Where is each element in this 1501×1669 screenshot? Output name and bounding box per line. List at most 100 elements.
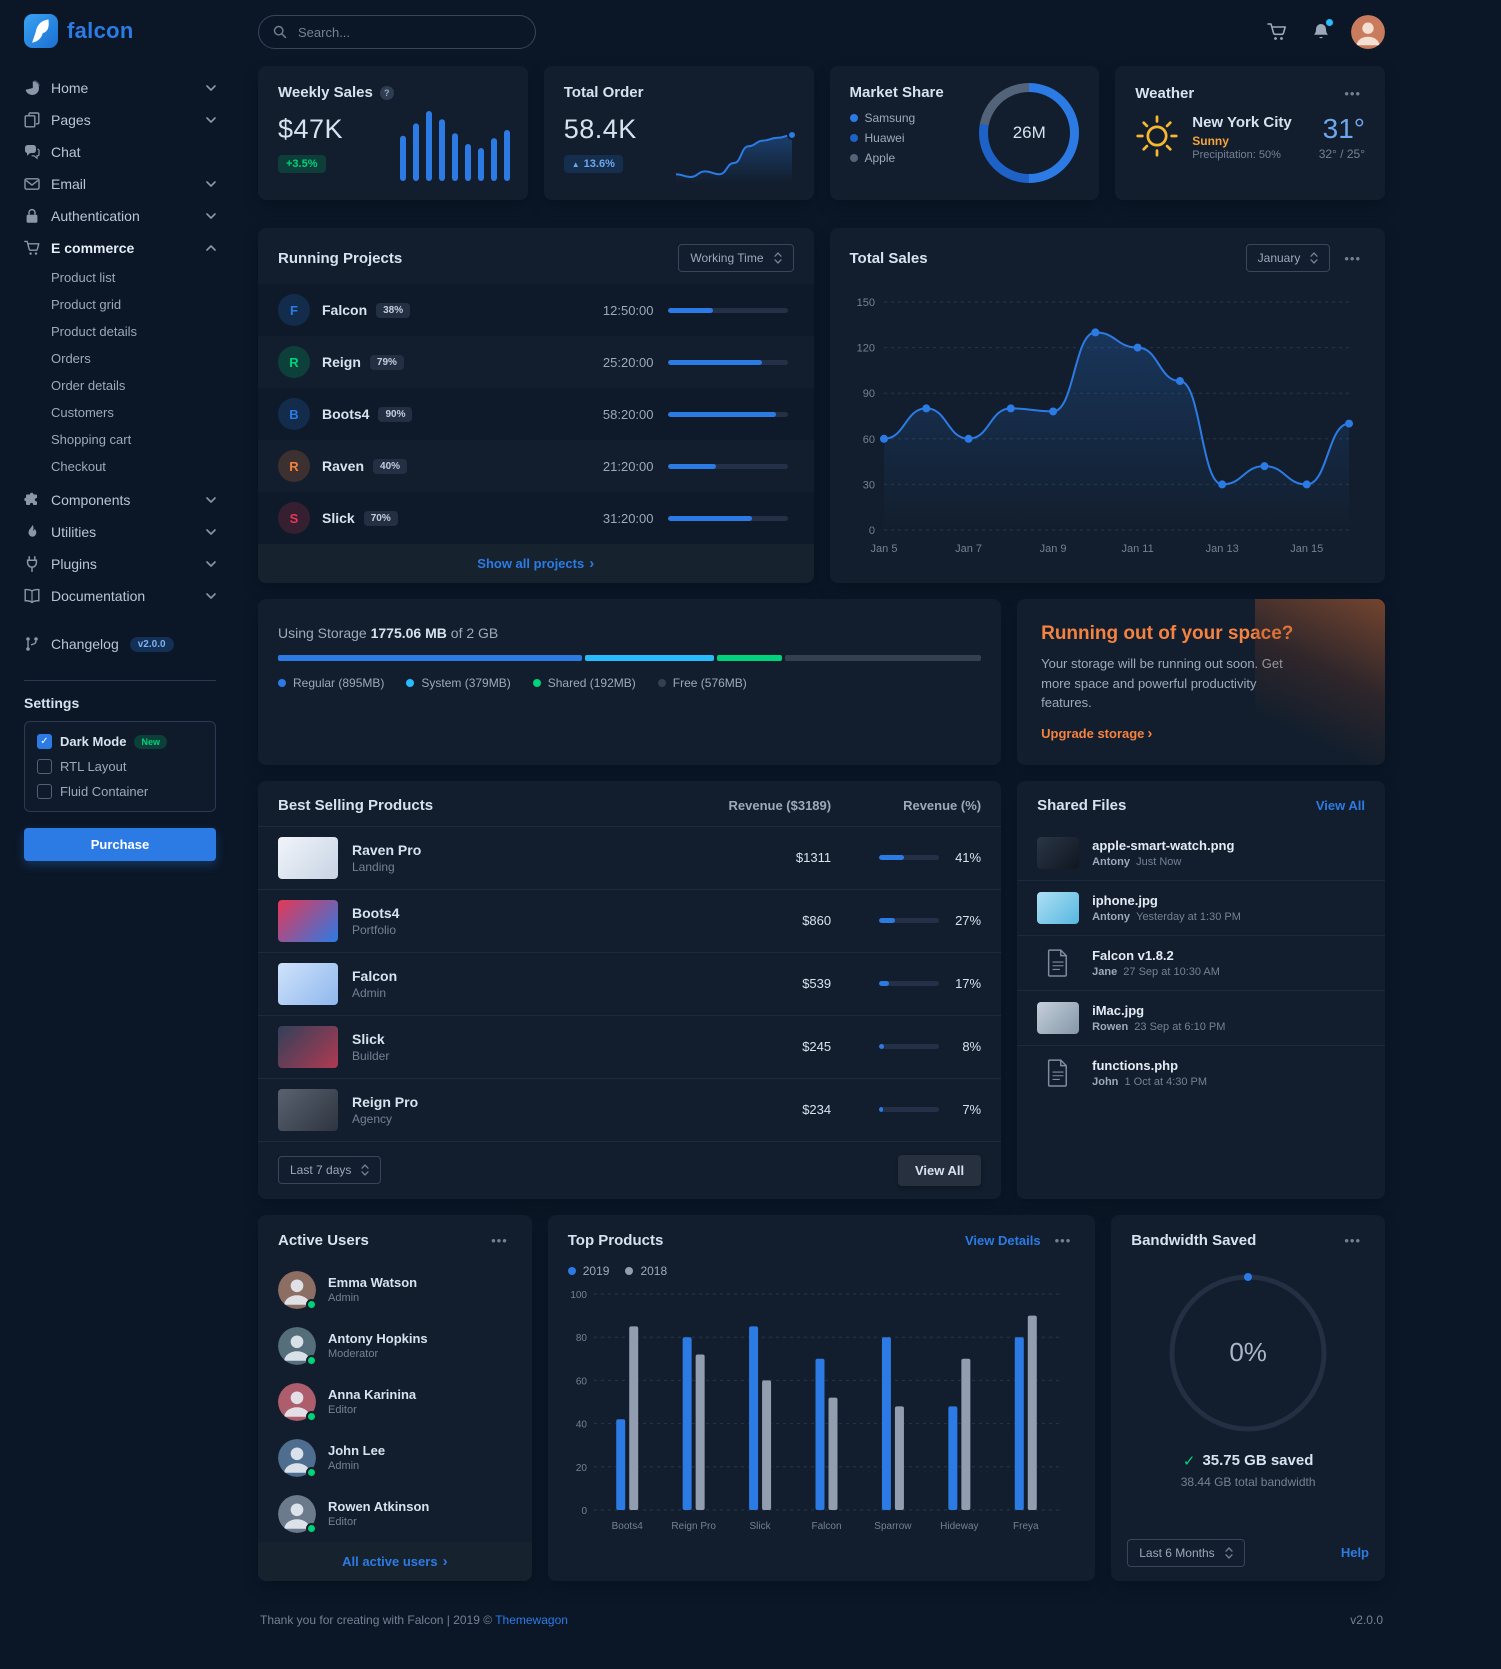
project-percent-badge: 70%	[363, 510, 398, 526]
sidebar-item-chat[interactable]: Chat	[24, 136, 216, 168]
product-name-link[interactable]: Slick	[352, 1030, 385, 1047]
sidebar-item-pages[interactable]: Pages	[24, 104, 216, 136]
sidebar-nav: Home Pages Chat Email Authentication E commer…	[24, 72, 216, 612]
help-link[interactable]: Help	[1340, 1545, 1369, 1560]
product-category-link[interactable]: Admin	[352, 985, 387, 1000]
file-name-link[interactable]: iphone.jpg	[1092, 892, 1158, 908]
settings-title: Settings	[24, 695, 80, 711]
card-menu-button[interactable]	[1340, 1231, 1365, 1250]
sidebar-subitem-orders[interactable]: Orders	[51, 351, 91, 366]
user-name-link[interactable]: John Lee	[328, 1443, 386, 1458]
sidebar-submenu: Product list Product grid Product details O…	[24, 264, 216, 480]
project-name-link[interactable]: Slick	[322, 510, 355, 526]
user-avatar[interactable]	[278, 1438, 317, 1478]
sidebar-subitem-product-list[interactable]: Product list	[51, 270, 116, 285]
show-all-projects-link[interactable]: Show all projects	[258, 544, 814, 583]
sidebar-subitem-product-grid[interactable]: Product grid	[51, 297, 122, 312]
card-title: Running Projects	[278, 249, 403, 267]
user-name-link[interactable]: Rowen Atkinson	[328, 1499, 430, 1514]
months-select[interactable]: Last 6 Months	[1127, 1538, 1245, 1567]
cart-button[interactable]	[1263, 18, 1291, 46]
product-category-link[interactable]: Portfolio	[352, 922, 397, 937]
notifications-button[interactable]	[1307, 18, 1335, 46]
view-all-button[interactable]: View All	[897, 1154, 982, 1186]
sidebar-item-authentication[interactable]: Authentication	[24, 200, 216, 232]
setting-fluid-container[interactable]: Fluid Container	[37, 784, 203, 799]
purchase-button[interactable]: Purchase	[24, 828, 216, 861]
legend-item-2019[interactable]: 2019	[567, 1264, 609, 1278]
project-progress-bar	[667, 307, 788, 313]
product-name-link[interactable]: Falcon	[352, 967, 398, 984]
sidebar-subitem-product-details[interactable]: Product details	[51, 324, 137, 339]
product-name-link[interactable]: Raven Pro	[352, 841, 422, 858]
upgrade-storage-link[interactable]: Upgrade storage	[1041, 726, 1152, 741]
sidebar-subitem-shopping-cart[interactable]: Shopping cart	[51, 432, 132, 447]
all-active-users-link[interactable]: All active users	[258, 1541, 532, 1581]
user-avatar[interactable]	[278, 1382, 317, 1422]
project-row: R Reign 79% 25:20:00	[258, 336, 814, 388]
sidebar-item-home[interactable]: Home	[24, 72, 216, 104]
product-category-link[interactable]: Landing	[352, 859, 395, 874]
card-menu-button[interactable]	[487, 1231, 512, 1250]
sidebar-item-plugins[interactable]: Plugins	[24, 548, 216, 580]
main-content: Weekly Sales $47K +3.5% Total Order 58.4…	[240, 0, 1501, 1669]
product-category-link[interactable]: Builder	[352, 1048, 390, 1063]
sidebar-item-documentation[interactable]: Documentation	[24, 580, 216, 612]
product-name-link[interactable]: Reign Pro	[352, 1093, 419, 1110]
brand[interactable]: falcon	[24, 14, 216, 48]
sidebar-item-email[interactable]: Email	[24, 168, 216, 200]
user-role: Admin	[328, 1292, 360, 1304]
project-name-link[interactable]: Boots4	[322, 406, 370, 422]
sidebar-subitem-checkout[interactable]: Checkout	[51, 459, 106, 474]
info-icon[interactable]	[379, 85, 394, 100]
month-select[interactable]: January	[1245, 244, 1331, 272]
project-name-link[interactable]: Raven	[322, 458, 365, 474]
file-row: Falcon v1.8.2 Jane 27 Sep at 10:30 AM	[1017, 934, 1385, 990]
project-progress-bar	[667, 463, 788, 469]
user-avatar[interactable]	[278, 1270, 317, 1310]
sidebar-item-utilities[interactable]: Utilities	[24, 516, 216, 548]
project-name-link[interactable]: Falcon	[322, 302, 368, 318]
lock-icon	[24, 208, 40, 224]
sidebar-item-e-commerce[interactable]: E commerce	[24, 232, 216, 264]
legend-item-2018[interactable]: 2018	[625, 1264, 667, 1278]
sidebar-item-components[interactable]: Components	[24, 484, 216, 516]
file-name-link[interactable]: functions.php	[1092, 1057, 1179, 1073]
profile-avatar[interactable]	[1351, 15, 1385, 49]
column-header-percent: Revenue (%)	[903, 797, 982, 813]
file-name-link[interactable]: apple-smart-watch.png	[1092, 837, 1235, 853]
user-avatar[interactable]	[278, 1494, 317, 1534]
product-category-link[interactable]: Agency	[352, 1111, 393, 1126]
sidebar-item-changelog[interactable]: Changelog v2.0.0	[24, 628, 216, 660]
view-all-files-link[interactable]: View All	[1315, 797, 1365, 813]
product-thumbnail	[278, 1088, 338, 1131]
user-avatar[interactable]	[278, 1326, 317, 1366]
file-name-link[interactable]: iMac.jpg	[1092, 1002, 1145, 1018]
file-meta: Rowen 23 Sep at 6:10 PM	[1092, 1020, 1226, 1033]
product-progress-bar	[879, 1044, 940, 1049]
sidebar-subitem-order-details[interactable]: Order details	[51, 378, 126, 393]
project-name-link[interactable]: Reign	[322, 354, 361, 370]
search-input[interactable]	[296, 23, 521, 41]
weather-range: 32° / 25°	[1318, 147, 1365, 161]
user-name-link[interactable]: Emma Watson	[328, 1275, 418, 1290]
user-name-link[interactable]: Anna Karinina	[328, 1387, 417, 1402]
file-thumbnail	[1037, 1001, 1080, 1034]
product-name-link[interactable]: Boots4	[352, 904, 400, 921]
view-details-link[interactable]: View Details	[964, 1232, 1041, 1248]
period-select[interactable]: Last 7 days	[278, 1156, 382, 1184]
card-menu-button[interactable]	[1340, 84, 1365, 103]
card-menu-button[interactable]	[1340, 249, 1365, 268]
themewagon-link[interactable]: Themewagon	[495, 1612, 568, 1627]
setting-dark-mode[interactable]: ✓ Dark Mode New	[37, 734, 203, 749]
setting-rtl-layout[interactable]: RTL Layout	[37, 759, 203, 774]
card-menu-button[interactable]	[1051, 1231, 1076, 1250]
file-name-link[interactable]: Falcon v1.8.2	[1092, 947, 1174, 963]
top-products-legend: 2019 2018	[548, 1262, 1096, 1278]
user-name-link[interactable]: Antony Hopkins	[328, 1331, 428, 1346]
sidebar-subitem-customers[interactable]: Customers	[51, 405, 114, 420]
chevron-right-icon	[1147, 726, 1152, 741]
working-time-select[interactable]: Working Time	[678, 244, 794, 272]
sun-icon	[1135, 114, 1179, 161]
weekly-sales-change-badge: +3.5%	[278, 155, 326, 173]
